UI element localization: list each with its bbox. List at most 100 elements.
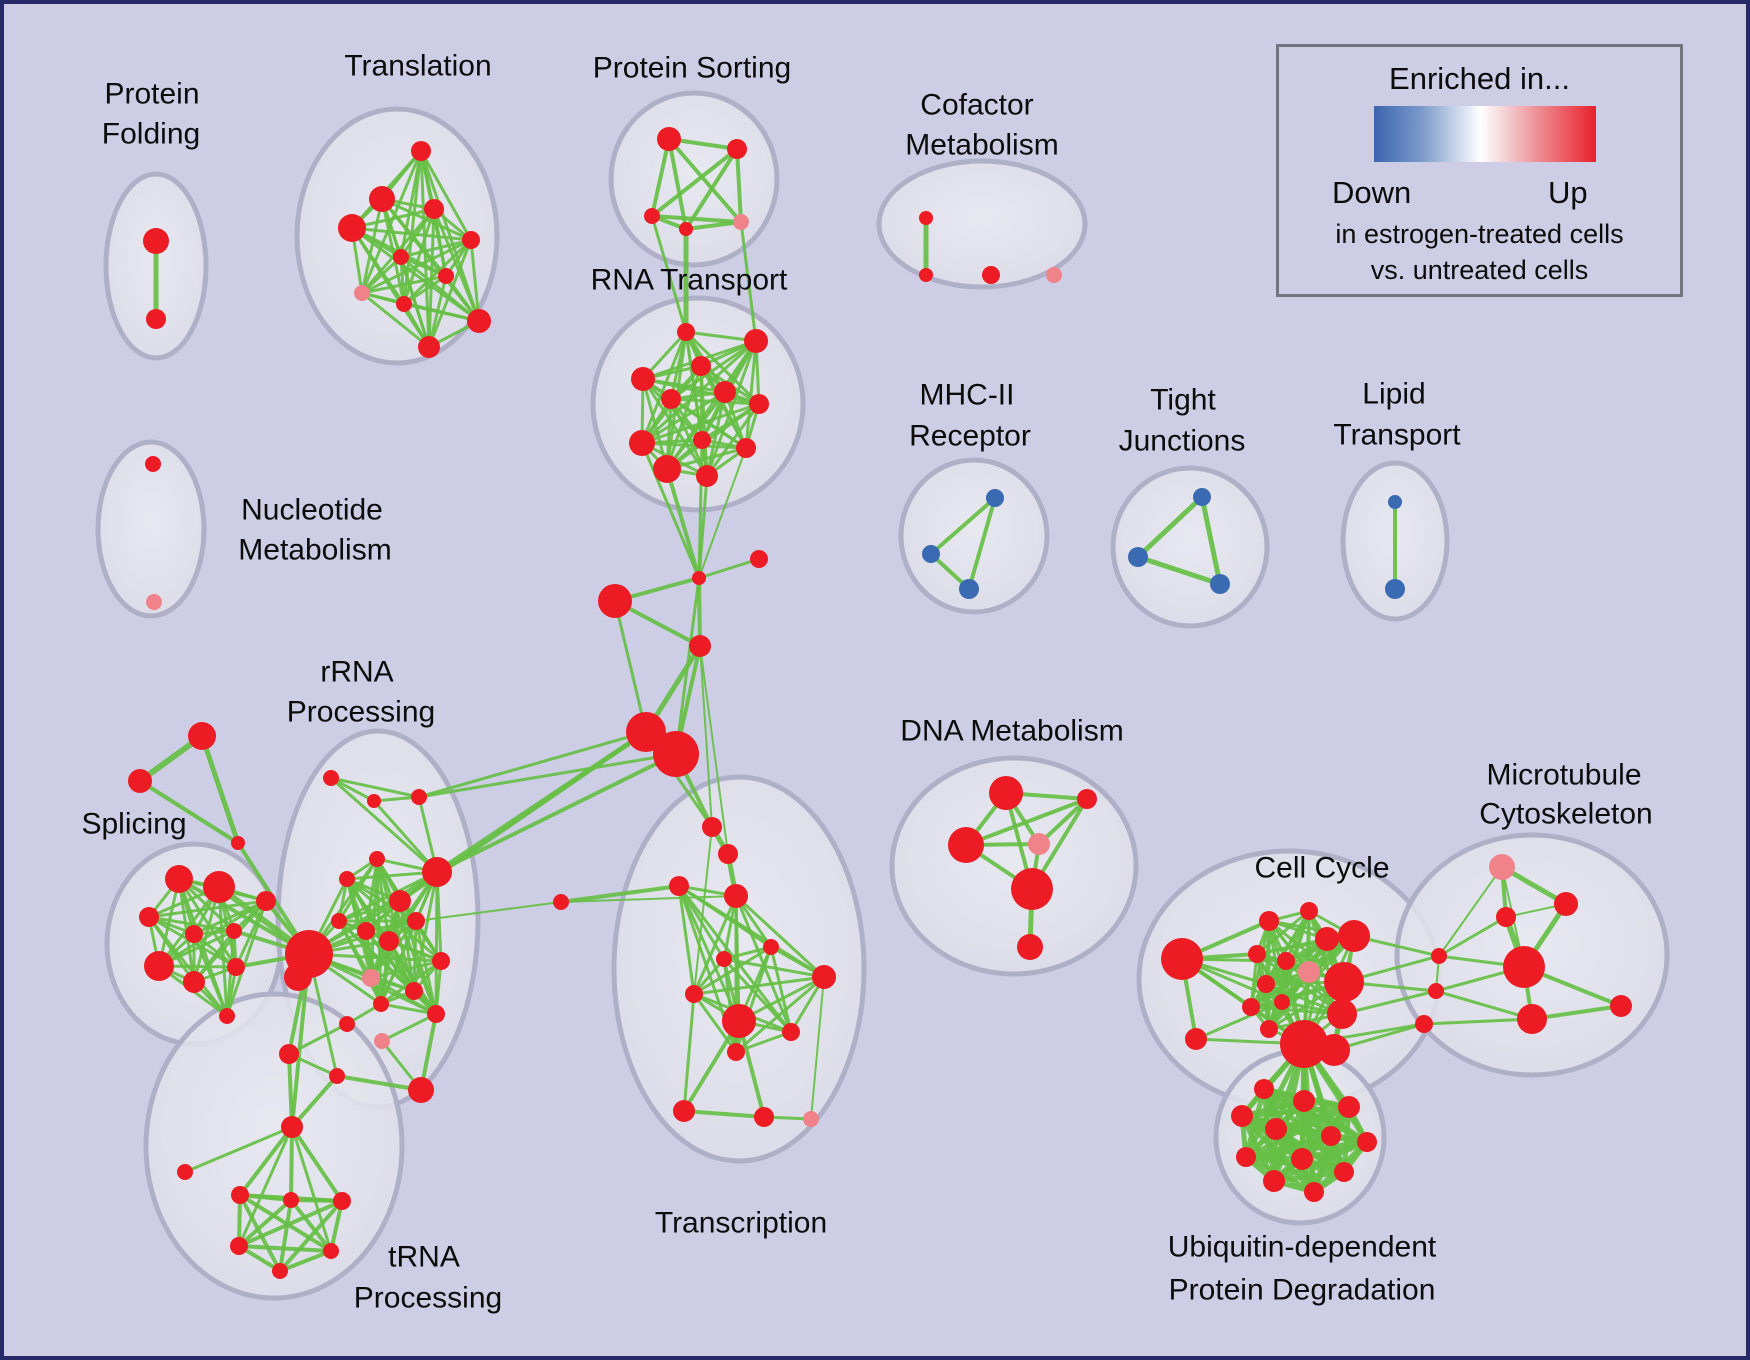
cluster-label-rna-transport: RNA Transport	[591, 264, 788, 297]
edge	[739, 220, 758, 343]
legend-up-label: Up	[1548, 175, 1588, 210]
edge	[640, 330, 688, 445]
node-SP10	[227, 958, 245, 976]
edge	[177, 877, 238, 969]
edge	[237, 1199, 344, 1248]
node-RR10	[379, 931, 399, 951]
node-CC0	[1161, 938, 1203, 980]
edge	[379, 1002, 438, 1016]
edge	[157, 885, 221, 968]
node-CH0	[692, 571, 706, 585]
legend-subtitle-line1: in estrogen-treated cells	[1335, 219, 1624, 249]
edge	[641, 377, 761, 406]
node-T10	[418, 336, 440, 358]
node-TD5	[763, 939, 779, 955]
edge	[278, 1199, 344, 1273]
edge	[1434, 989, 1534, 1021]
node-RR12	[362, 969, 380, 987]
cluster-label-trna-processing: tRNA	[388, 1241, 460, 1274]
cluster-label-rrna-processing: Processing	[287, 696, 435, 729]
edge	[360, 255, 403, 295]
cluster-label-trna-processing: Processing	[354, 1282, 502, 1315]
cluster-ellipse-protein-sorting	[608, 90, 780, 268]
cluster-ellipse-tight-junctions	[1110, 465, 1270, 629]
edge	[399, 238, 473, 259]
edge	[667, 137, 688, 231]
node-TJ0	[1193, 488, 1211, 506]
node-TR1	[177, 1164, 193, 1180]
edge	[769, 945, 793, 1034]
edge	[287, 1022, 349, 1056]
edge	[929, 496, 997, 556]
legend-down-label: Down	[1332, 175, 1412, 210]
node-MH2	[959, 579, 979, 599]
node-SP3	[165, 865, 193, 893]
edge	[345, 870, 439, 881]
edge	[199, 733, 241, 846]
legend-title: Enriched in...	[1389, 61, 1570, 96]
edge	[469, 238, 481, 323]
node-DM4	[1011, 868, 1053, 910]
node-UB11	[1304, 1182, 1324, 1202]
node-TD0	[702, 817, 722, 837]
node-MT3	[1503, 946, 1545, 988]
node-CM1	[919, 268, 933, 282]
node-MTc1	[1428, 983, 1444, 999]
edge	[650, 137, 671, 218]
node-RT6	[749, 394, 769, 414]
node-RR2	[411, 789, 427, 805]
node-UB1	[1293, 1090, 1315, 1112]
edge	[399, 255, 448, 278]
node-RR4	[339, 871, 355, 887]
node-RR18	[279, 1044, 299, 1064]
edge	[667, 137, 743, 224]
node-RR19	[329, 1068, 345, 1084]
edge	[350, 226, 473, 242]
node-SP11	[256, 891, 276, 911]
node-UB0	[1254, 1079, 1274, 1099]
edge	[684, 220, 743, 231]
node-SP0	[188, 722, 216, 750]
cluster-ellipse-cofactor-metabolism	[876, 158, 1088, 290]
cluster-label-cell-cycle: Cell Cycle	[1254, 852, 1389, 885]
edge	[360, 238, 473, 295]
node-TJ2	[1210, 574, 1230, 594]
node-PF0	[143, 228, 169, 254]
node-CC16	[1242, 998, 1260, 1016]
node-SP6	[185, 925, 203, 943]
node-CM2	[982, 266, 1000, 284]
node-MT0	[1489, 854, 1515, 880]
node-CC1	[1185, 1028, 1207, 1050]
node-PS0	[657, 127, 681, 151]
edge	[1437, 915, 1508, 958]
edge	[138, 779, 240, 845]
node-SP7	[226, 923, 242, 939]
node-CC8	[1298, 961, 1320, 983]
edge	[613, 599, 648, 734]
edge	[329, 776, 421, 799]
cluster-label-splicing: Splicing	[81, 808, 186, 841]
node-RR1	[367, 794, 381, 808]
node-SP2	[231, 836, 245, 850]
cluster-label-lipid-transport: Lipid	[1362, 378, 1425, 411]
edge	[434, 870, 439, 1016]
cluster-label-tight-junctions: Tight	[1150, 384, 1216, 417]
edge	[693, 826, 713, 995]
node-TD8	[722, 1004, 756, 1038]
node-BN0	[626, 712, 666, 752]
edge	[1194, 1000, 1284, 1041]
edge	[360, 291, 431, 349]
edge	[364, 929, 383, 1006]
node-TR6	[323, 1243, 339, 1259]
node-UB6	[1357, 1132, 1377, 1152]
node-TCc	[553, 894, 569, 910]
node-DM1	[1077, 789, 1097, 809]
node-RR15	[427, 1005, 445, 1023]
node-DM2	[948, 827, 984, 863]
node-CC3	[1259, 911, 1279, 931]
cluster-labels: Protein Folding Translation Protein Sorting…	[81, 50, 1652, 1315]
node-UB9	[1334, 1162, 1354, 1182]
edge	[665, 467, 701, 580]
edge	[650, 214, 743, 224]
edge	[379, 959, 443, 1006]
